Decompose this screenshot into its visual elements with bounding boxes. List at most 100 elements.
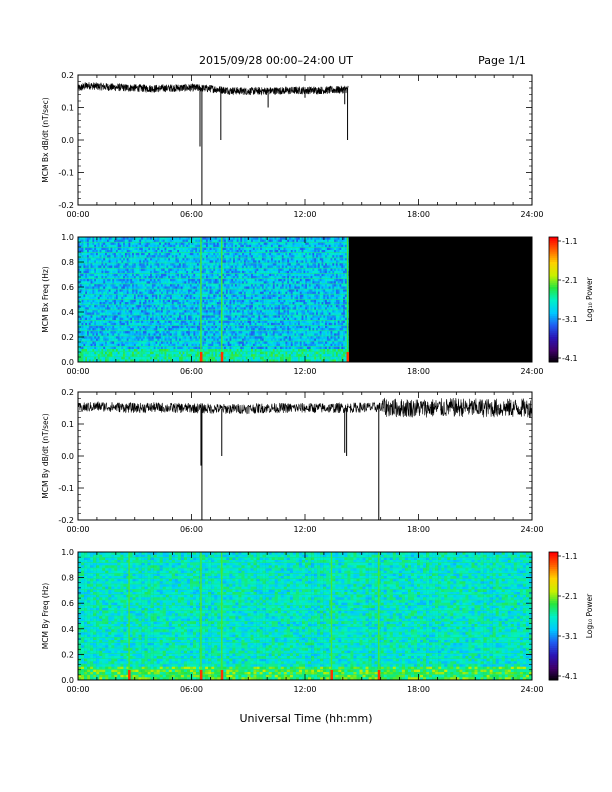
spectrogram-cell <box>303 244 306 248</box>
spectrogram-cell <box>99 276 102 279</box>
spectrogram-cell <box>130 289 133 292</box>
spectrogram-cell <box>99 286 102 290</box>
spectrogram-cell <box>260 239 263 243</box>
spectrogram-cell <box>155 265 158 269</box>
spectrogram-cell <box>162 299 165 303</box>
spectrogram-cell <box>191 260 194 264</box>
spectrogram-cell <box>177 244 180 248</box>
spectrogram-cell <box>87 283 90 287</box>
spectrogram-cell <box>229 296 232 300</box>
spectrogram-cell <box>137 244 140 248</box>
spectrogram-cell <box>195 315 198 318</box>
spectrogram-cell <box>292 307 295 311</box>
spectrogram-cell <box>124 291 127 295</box>
spectrogram-cell <box>103 312 106 316</box>
spectrogram-cell <box>79 255 82 259</box>
spectrogram-cell <box>287 239 290 243</box>
spectrogram-cell <box>78 263 81 266</box>
spectrogram-cell <box>251 291 254 295</box>
spectrogram-cell <box>231 263 234 266</box>
spectrogram-cell <box>298 304 301 308</box>
spectrogram-cell <box>130 268 133 272</box>
spectrogram-cell <box>124 237 127 240</box>
spectrogram-cell <box>197 247 200 251</box>
spectrogram-cell <box>334 255 337 259</box>
spectrogram-cell <box>225 289 228 292</box>
spectrogram-cell <box>94 299 97 303</box>
spectrogram-cell <box>332 304 335 308</box>
spectrogram-cell <box>142 307 145 311</box>
spectrogram-cell <box>117 265 120 269</box>
spectrogram-cell <box>292 244 295 248</box>
spectrogram-cell <box>290 315 293 318</box>
spectrogram-cell <box>299 294 302 298</box>
spectrogram-cell <box>171 309 174 313</box>
spectrogram-cell <box>321 239 324 243</box>
spectrogram-cell <box>231 312 234 316</box>
spectrogram-cell <box>310 273 313 277</box>
spectrogram-cell <box>124 283 127 287</box>
spectrogram-cell <box>299 302 302 305</box>
spectrogram-cell <box>261 255 264 259</box>
spectrogram-cell <box>162 289 165 292</box>
spectrogram-cell <box>310 247 313 251</box>
spectrogram-cell <box>252 302 255 305</box>
spectrogram-cell <box>153 244 156 248</box>
spectrogram-cell <box>303 286 306 290</box>
spectrogram-cell <box>106 244 109 248</box>
spectrogram-cell <box>285 268 288 272</box>
spectrogram-cell <box>337 312 340 316</box>
spectrogram-cell <box>117 247 120 251</box>
spectrogram-cell <box>285 244 288 248</box>
spectrogram-cell <box>198 273 201 277</box>
spectrogram-cell <box>323 250 326 253</box>
spectrogram-cell <box>141 244 144 248</box>
spectrogram-cell <box>195 247 198 251</box>
spectrogram-cell <box>278 263 281 266</box>
spectrogram-cell <box>121 307 124 311</box>
spectrogram-cell <box>256 291 259 295</box>
spectrogram-cell <box>171 291 174 295</box>
spectrogram-cell <box>105 299 108 303</box>
spectrogram-cell <box>330 250 333 253</box>
spectrogram-cell <box>117 268 120 272</box>
spectrogram-cell <box>114 242 117 246</box>
spectrogram-cell <box>87 281 90 285</box>
spectrogram-cell <box>319 309 322 313</box>
spectrogram-cell <box>271 296 274 300</box>
spectrogram-cell <box>236 309 239 313</box>
spectrogram-cell <box>112 307 115 311</box>
spectrogram-cell <box>195 276 198 279</box>
spectrogram-cell <box>254 265 257 269</box>
spectrogram-cell <box>188 291 191 295</box>
spectrogram-cell <box>326 317 329 321</box>
spectrogram-cell <box>106 263 109 266</box>
spectrogram-cell <box>105 320 108 324</box>
spectrogram-cell <box>225 265 228 269</box>
spectrogram-cell <box>207 278 210 282</box>
spectrogram-cell <box>204 315 207 318</box>
spectrogram-cell <box>114 302 117 305</box>
spectrogram-cell <box>155 320 158 324</box>
spectrogram-cell <box>301 309 304 313</box>
spectrogram-cell <box>151 283 154 287</box>
spectrogram-cell <box>301 239 304 243</box>
spectrogram-cell <box>133 286 136 290</box>
spectrogram-cell <box>197 286 200 290</box>
spectrogram-cell <box>112 250 115 253</box>
spectrogram-cell <box>179 247 182 251</box>
spectrogram-cell <box>108 278 111 282</box>
spectrogram-cell <box>287 263 290 266</box>
spectrogram-cell <box>319 312 322 316</box>
spectrogram-cell <box>179 252 182 256</box>
spectrogram-cell <box>105 273 108 277</box>
spectrogram-cell <box>81 299 84 303</box>
spectrogram-cell <box>146 315 149 318</box>
spectrogram-cell <box>166 247 169 251</box>
spectrogram-cell <box>289 244 292 248</box>
spectrogram-cell <box>204 283 207 287</box>
spectrogram-cell <box>251 263 254 266</box>
spectrogram-cell <box>94 257 97 261</box>
spectrogram-cell <box>332 263 335 266</box>
spectrogram-cell <box>283 315 286 318</box>
